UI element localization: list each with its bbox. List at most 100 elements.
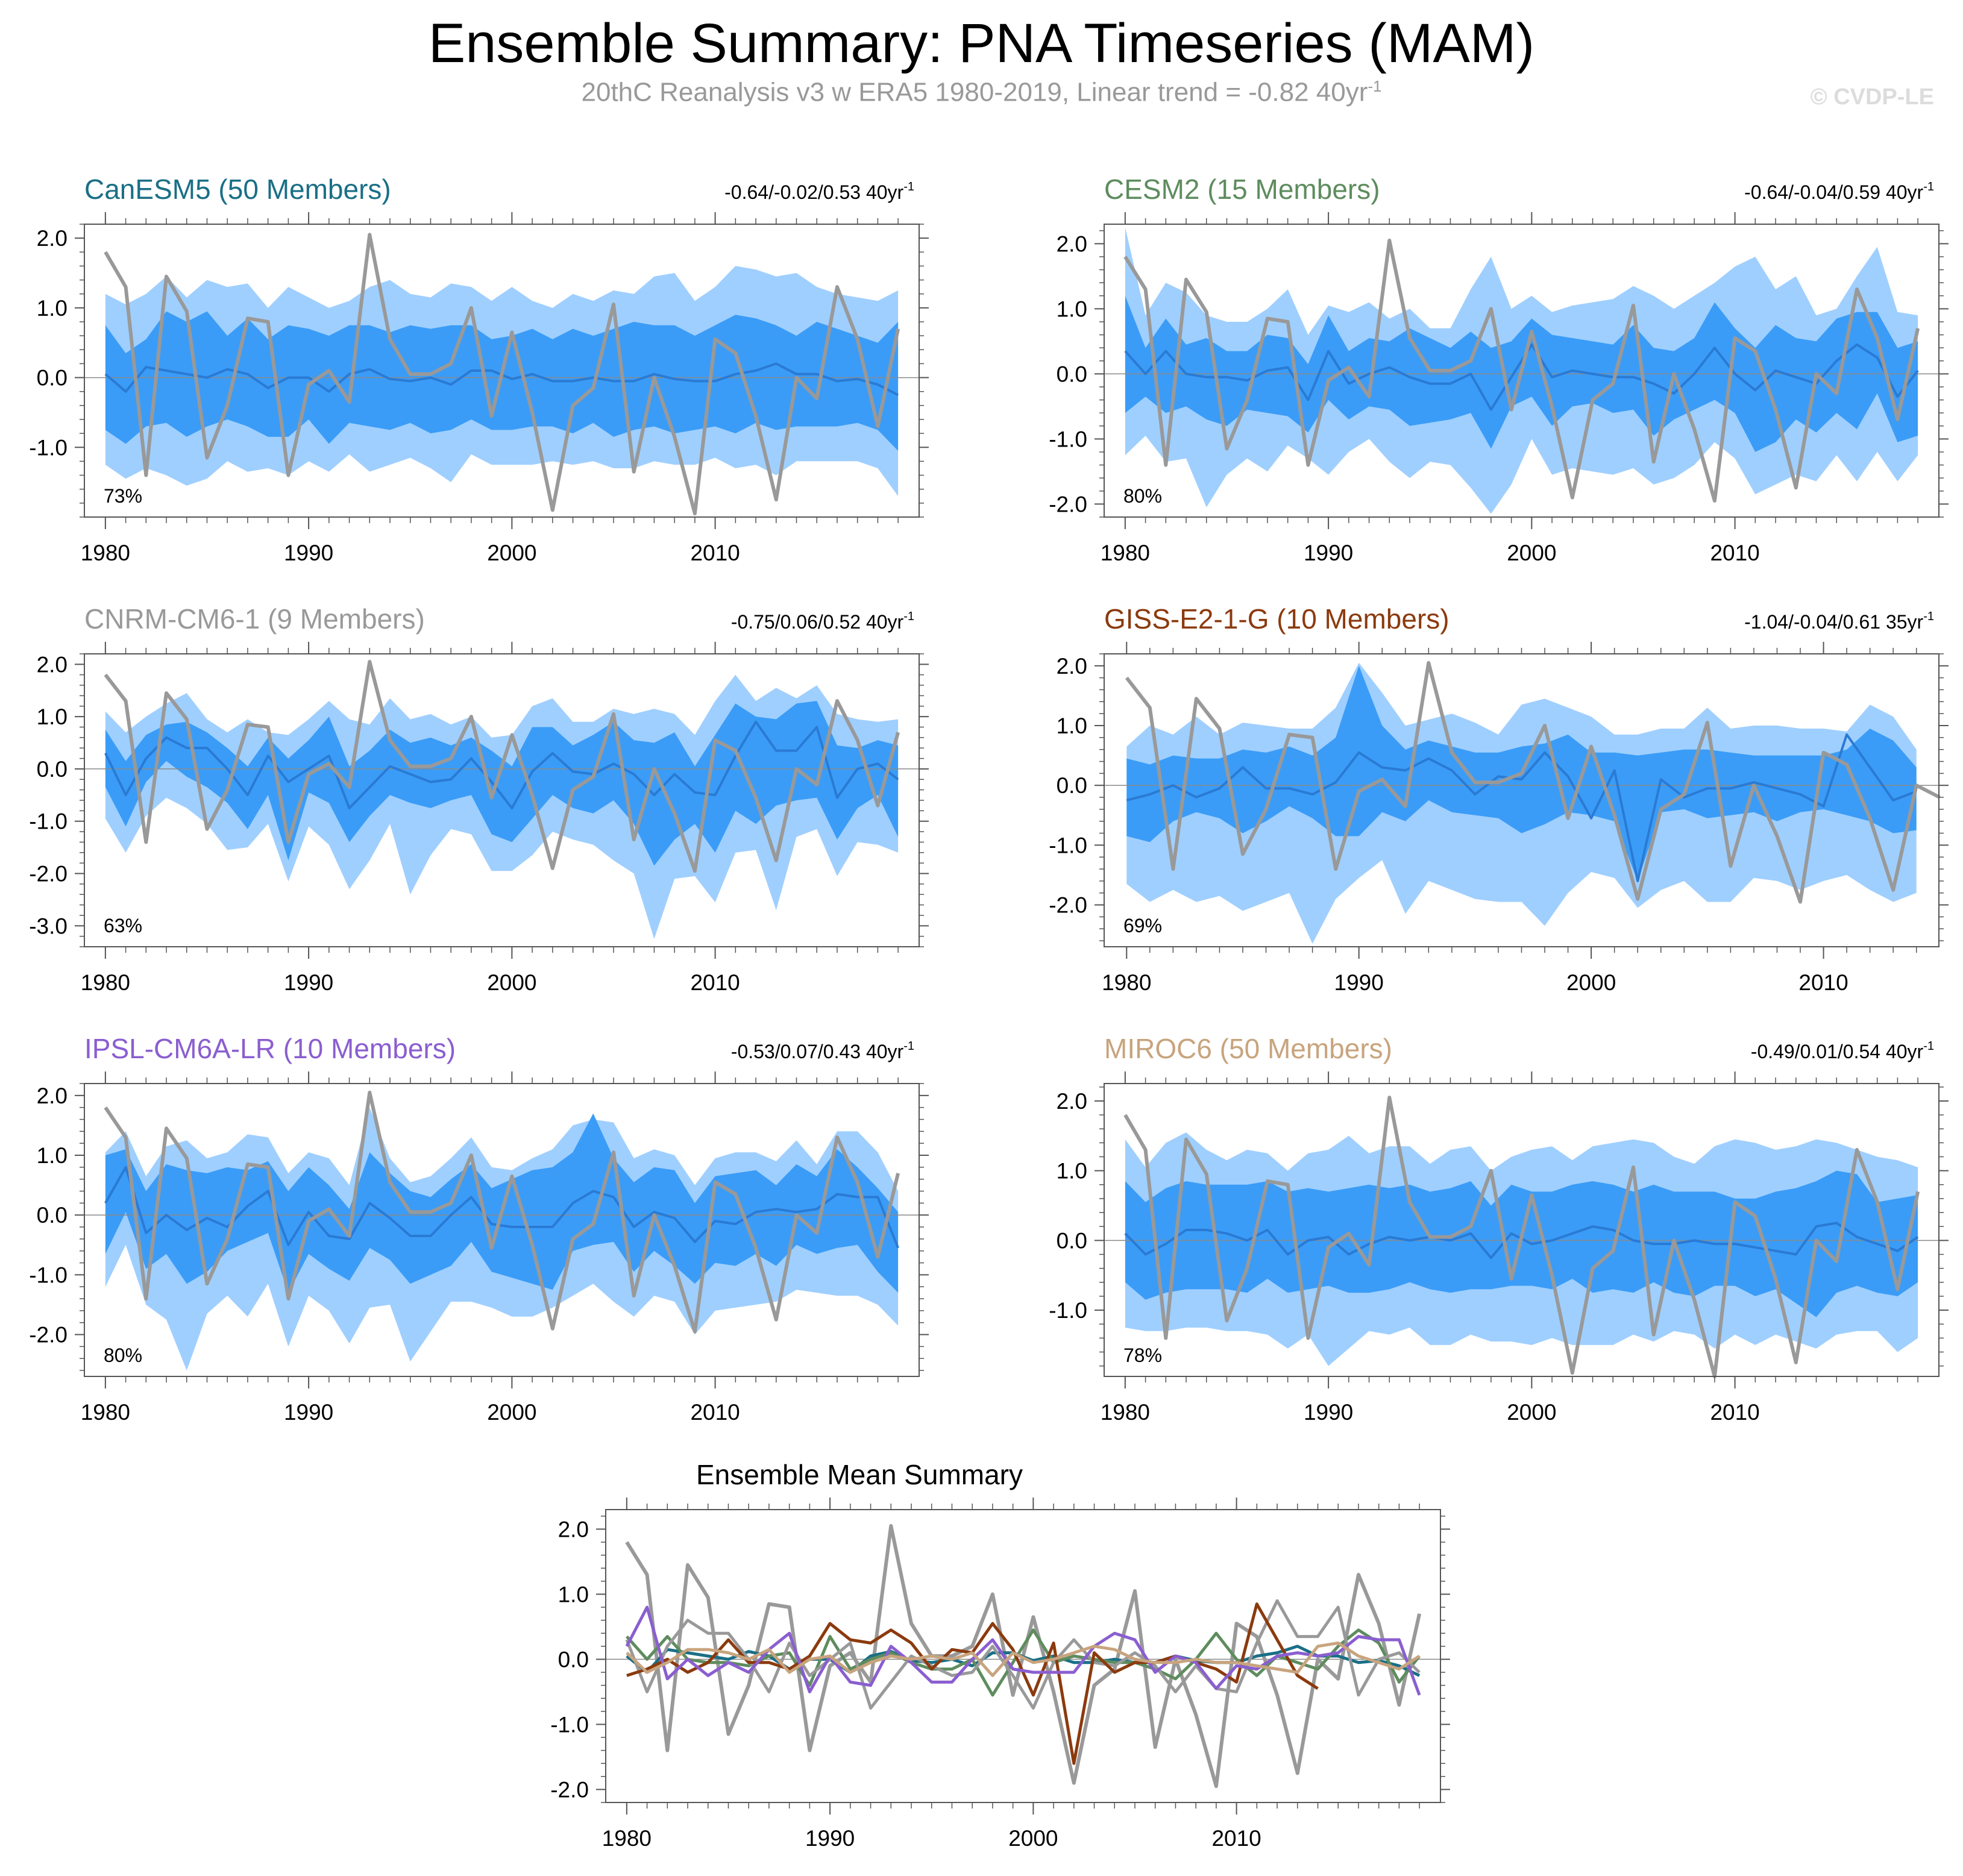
ensemble-mean-line [104, 1165, 899, 1249]
panel-canesm5-50-members-: CanESM5 (50 Members) -0.64/-0.02/0.53 40y… [29, 174, 929, 565]
y-tick-label: -2.0 [1049, 492, 1087, 516]
observed-line [1125, 660, 1941, 904]
y-tick-label: 0.0 [1057, 773, 1087, 798]
subtitle-superscript: -1 [1368, 77, 1382, 95]
y-tick-label: 2.0 [1057, 654, 1087, 679]
observed-line [104, 660, 900, 873]
x-tick-label: 1990 [284, 970, 333, 995]
percent-within-spread-label: 80% [1123, 485, 1162, 507]
series-line-cnrm-cm6-1 [625, 1599, 1421, 1710]
trend-superscript: -1 [1923, 1040, 1934, 1053]
y-tick-label: -3.0 [29, 914, 68, 938]
figure-title: Ensemble Summary: PNA Timeseries (MAM) [428, 13, 1535, 74]
y-tick-label: 2.0 [37, 652, 68, 677]
y-tick-label: 0.0 [37, 757, 68, 782]
trend-label: -0.75/0.06/0.52 40yr-1 [731, 610, 914, 633]
trend-label: -0.64/-0.02/0.53 40yr-1 [724, 180, 914, 203]
x-tick-label: 1990 [1334, 970, 1384, 995]
x-tick-label: 2000 [1507, 1400, 1556, 1425]
y-tick-label: 1.0 [37, 704, 68, 729]
figure-subtitle: 20thC Reanalysis v3 w ERA5 1980-2019, Li… [0, 77, 1963, 108]
panel-title: CNRM-CM6-1 (9 Members) [84, 603, 425, 635]
inner-spread-band [105, 1113, 899, 1293]
y-tick-label: -1.0 [29, 809, 68, 834]
trend-value: -0.64/-0.04/0.59 40yr [1744, 181, 1923, 203]
trend-superscript: -1 [903, 180, 914, 193]
percent-within-spread-label: 73% [104, 485, 142, 507]
plot-frame [605, 1509, 1441, 1803]
y-tick-label: 2.0 [1057, 231, 1087, 256]
x-tick-label: 2000 [1566, 970, 1616, 995]
ensemble-mean-line [1124, 343, 1919, 411]
series-line-ipsl-cm6a-lr [625, 1605, 1421, 1696]
y-tick-label: 1.0 [1057, 1159, 1087, 1184]
plot-frame [1104, 1083, 1939, 1377]
x-tick-label: 1990 [284, 541, 333, 565]
x-tick-label: 1990 [805, 1826, 855, 1851]
y-tick-label: 0.0 [37, 1203, 68, 1228]
plot-frame [84, 1083, 920, 1377]
panel-title: GISS-E2-1-G (10 Members) [1104, 603, 1449, 635]
observed-line [1123, 1096, 1920, 1378]
trend-superscript: -1 [903, 1040, 914, 1053]
y-tick-label: 2.0 [1057, 1089, 1087, 1114]
x-tick-label: 1990 [284, 1400, 333, 1425]
trend-value: -0.75/0.06/0.52 40yr [731, 611, 904, 633]
y-tick-label: -1.0 [29, 1263, 68, 1287]
panel-title: Ensemble Mean Summary [696, 1459, 1023, 1490]
series-line-miroc6 [626, 1641, 1421, 1677]
x-tick-label: 2010 [690, 1400, 740, 1425]
x-tick-label: 1980 [602, 1826, 652, 1851]
trend-label: -0.53/0.07/0.43 40yr-1 [731, 1040, 914, 1062]
y-tick-label: 1.0 [1057, 296, 1087, 321]
y-tick-label: -1.0 [1049, 1298, 1087, 1323]
x-tick-label: 2000 [487, 970, 536, 995]
trend-label: -0.49/0.01/0.54 40yr-1 [1751, 1040, 1934, 1062]
percent-within-spread-label: 63% [104, 915, 142, 936]
y-tick-label: -1.0 [29, 435, 68, 460]
x-tick-label: 2010 [1710, 1400, 1759, 1425]
y-tick-label: -1.0 [550, 1712, 589, 1737]
y-tick-label: -2.0 [1049, 893, 1087, 918]
y-tick-label: 0.0 [1057, 1228, 1087, 1253]
x-tick-label: 1980 [81, 541, 130, 565]
x-tick-label: 1980 [1102, 970, 1151, 995]
x-tick-label: 1980 [1101, 541, 1150, 565]
y-tick-label: -1.0 [1049, 427, 1087, 451]
x-tick-label: 2010 [690, 541, 740, 565]
trend-value: -0.49/0.01/0.54 40yr [1751, 1041, 1924, 1062]
observed-line [104, 233, 900, 516]
y-tick-label: -2.0 [29, 862, 68, 886]
panel-title: IPSL-CM6A-LR (10 Members) [84, 1033, 456, 1064]
y-tick-label: -2.0 [550, 1777, 589, 1802]
x-tick-label: 2000 [1507, 541, 1556, 565]
x-tick-label: 2000 [487, 541, 536, 565]
panel-cesm2-15-members-: CESM2 (15 Members) -0.64/-0.04/0.59 40yr -… [1049, 174, 1949, 565]
observed-line [1123, 239, 1920, 503]
y-tick-label: 2.0 [558, 1517, 589, 1542]
percent-within-spread-label: 80% [104, 1344, 142, 1366]
x-tick-label: 1990 [1304, 1400, 1353, 1425]
x-tick-label: 2010 [1211, 1826, 1261, 1851]
panel-title: CanESM5 (50 Members) [84, 174, 391, 205]
panel-title: MIROC6 (50 Members) [1104, 1033, 1392, 1064]
y-tick-label: 0.0 [558, 1647, 589, 1672]
observed-line [104, 1090, 900, 1334]
y-tick-label: 2.0 [37, 1084, 68, 1108]
y-tick-label: 1.0 [1057, 714, 1087, 738]
y-tick-label: 1.0 [558, 1582, 589, 1607]
trend-label: -1.04/-0.04/0.61 35yr-1 [1744, 610, 1934, 633]
subtitle-text: 20thC Reanalysis v3 w ERA5 1980-2019, Li… [581, 77, 1368, 107]
panel-cnrm-cm6-1-9-members-: CNRM-CM6-1 (9 Members) -0.75/0.06/0.52 40… [29, 603, 929, 995]
plot-frame [84, 224, 920, 518]
trend-superscript: -1 [903, 610, 914, 623]
trend-value: -0.64/-0.02/0.53 40yr [724, 181, 903, 203]
panel-ipsl-cm6a-lr-10-members-: IPSL-CM6A-LR (10 Members) -0.53/0.07/0.43… [29, 1033, 929, 1425]
percent-within-spread-label: 78% [1123, 1344, 1162, 1366]
panel-miroc6-50-members-: MIROC6 (50 Members) -0.49/0.01/0.54 40yr-… [1049, 1033, 1949, 1425]
ensemble-mean-line [104, 720, 899, 809]
trend-value: -1.04/-0.04/0.61 35yr [1744, 611, 1923, 633]
x-tick-label: 1980 [81, 1400, 130, 1425]
panel-title: CESM2 (15 Members) [1104, 174, 1380, 205]
